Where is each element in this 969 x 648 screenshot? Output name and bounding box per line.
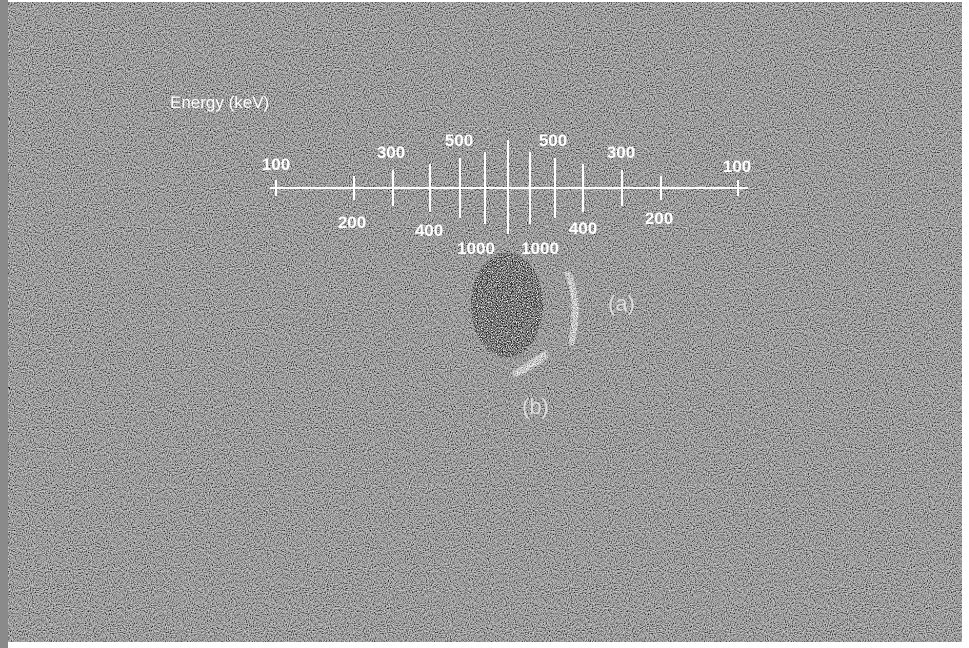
scale-label: 400: [569, 219, 597, 238]
scale-title: Energy (keV): [170, 93, 269, 112]
scale-label: 200: [338, 213, 366, 232]
frame-edge: [0, 0, 8, 648]
scale-label: 400: [415, 221, 443, 240]
scale-label: 1000: [457, 239, 495, 258]
scale-label: 500: [445, 131, 473, 150]
region-label: (b): [522, 394, 549, 419]
detector-image: Energy (keV) 100 200 300 400 500 1000 10…: [0, 0, 969, 648]
scale-label: 500: [539, 131, 567, 150]
region-label: (a): [608, 291, 635, 316]
scale-label: 300: [607, 143, 635, 162]
scale-label: 1000: [521, 239, 559, 258]
scale-label: 100: [262, 155, 290, 174]
scale-label: 100: [723, 157, 751, 176]
scale-label: 300: [377, 143, 405, 162]
scale-label: 200: [645, 209, 673, 228]
